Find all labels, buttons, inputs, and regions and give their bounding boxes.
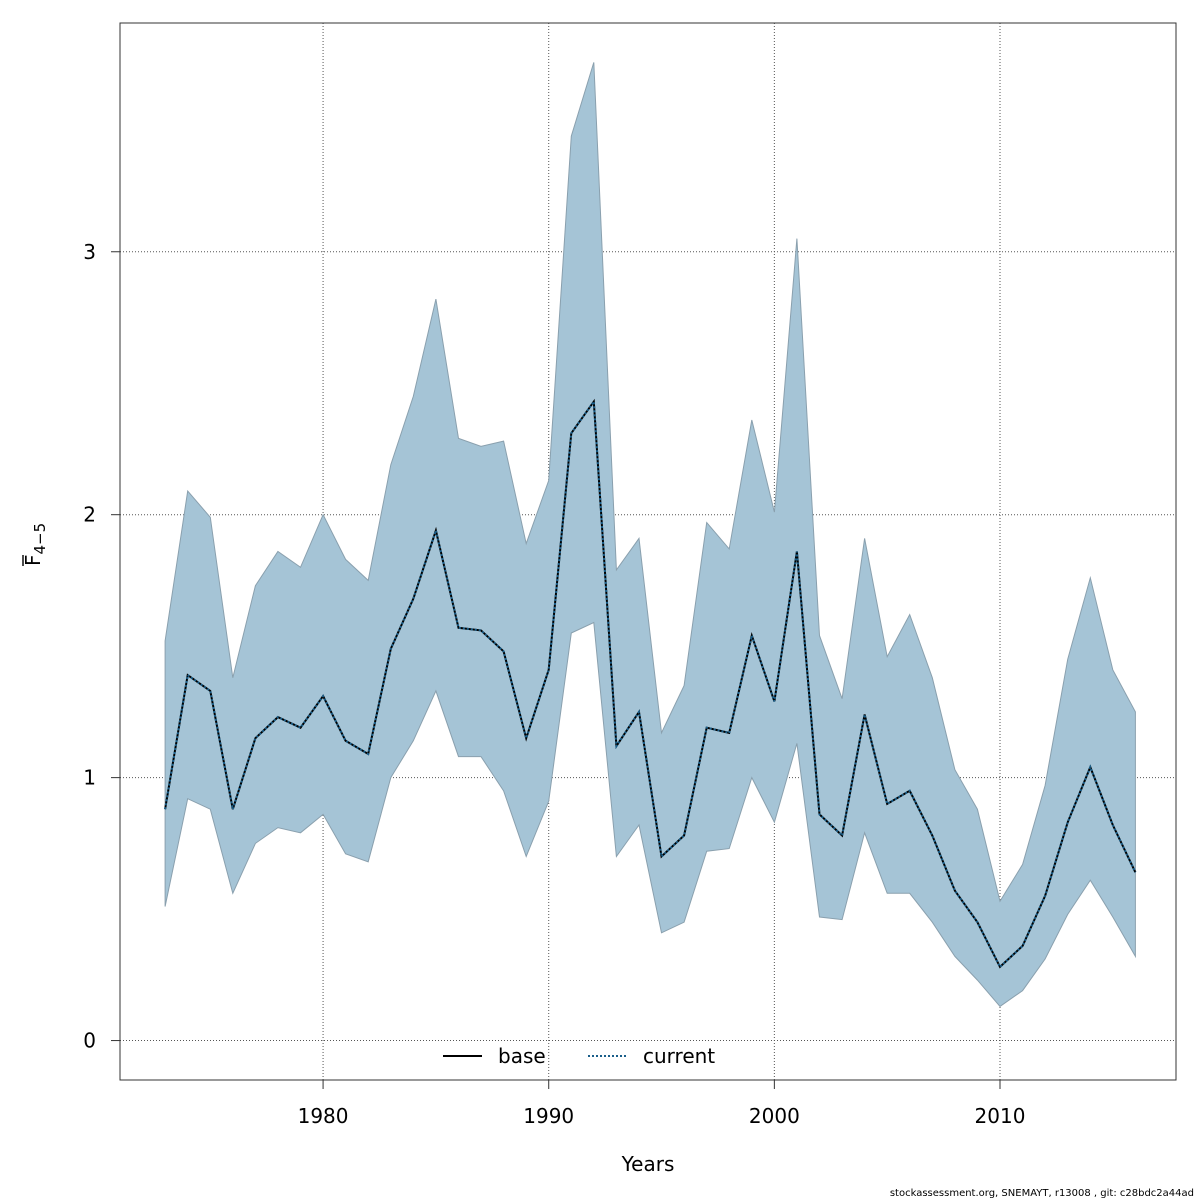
x-tick-label-1980: 1980 xyxy=(298,1104,349,1128)
y-tick-label-2: 2 xyxy=(83,503,96,527)
series-lines xyxy=(164,398,1137,969)
confidence-band-area xyxy=(164,62,1136,1008)
legend-label-base: base xyxy=(498,1044,546,1068)
y-tick-label-1: 1 xyxy=(83,766,96,790)
x-tick-label-2010: 2010 xyxy=(975,1104,1026,1128)
svg-text:F4−5: F4−5 xyxy=(21,523,49,566)
x-axis-title: Years xyxy=(621,1152,675,1176)
footer-credit: stockassessment.org, SNEMAYT, r13008 , g… xyxy=(889,1188,1194,1199)
legend: base current xyxy=(443,1044,715,1068)
y-axis-title-main: F xyxy=(21,554,45,566)
axis-ticks: 1980 1990 2000 2010 0 1 2 3 xyxy=(83,240,1025,1128)
y-tick-label-0: 0 xyxy=(83,1029,96,1053)
legend-label-current: current xyxy=(643,1044,715,1068)
x-tick-label-1990: 1990 xyxy=(523,1104,574,1128)
y-axis-title-subscript: 4−5 xyxy=(31,523,49,555)
y-tick-label-3: 3 xyxy=(83,240,96,264)
confidence-band xyxy=(164,62,1136,1008)
plot-frame xyxy=(119,22,1177,1081)
x-tick-label-2000: 2000 xyxy=(749,1104,800,1128)
y-axis-title: F4−5 xyxy=(21,523,49,566)
series-line-current xyxy=(164,398,1137,969)
